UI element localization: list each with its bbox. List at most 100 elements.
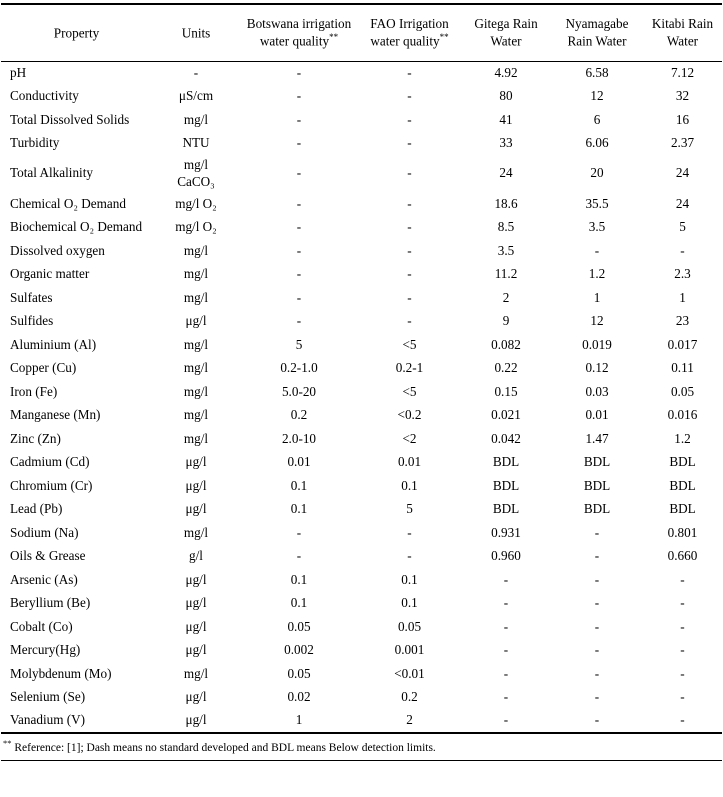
gitega-value-cell: BDL <box>492 477 520 493</box>
header-gitega: Gitega Rain Water <box>461 4 551 62</box>
gitega-value-cell: - <box>503 595 509 610</box>
fao-value-cell: - <box>407 88 412 103</box>
property-cell: Mercury(Hg) <box>10 642 81 657</box>
units-cell: mg/l <box>183 336 209 352</box>
units-cell: μS/cm <box>178 88 214 103</box>
property-cell: Oils & Grease <box>10 548 86 563</box>
table-row: pH - - - 4.92 6.58 7.12 <box>1 61 722 85</box>
botswana-value-cell: - <box>296 266 302 281</box>
header-label: Property <box>53 25 100 41</box>
property-cell: Biochemical O₂ Demand <box>10 219 143 234</box>
water-quality-table: Property Units Botswana irrigation water… <box>1 3 722 734</box>
fao-value-cell: - <box>407 135 412 150</box>
fao-value-cell: 5 <box>406 501 413 516</box>
header-label: Units <box>181 25 211 41</box>
table-row: Zinc (Zn) mg/l 2.0-10 <2 0.042 1.47 1.2 <box>1 427 722 451</box>
kitabi-value-cell: - <box>680 689 685 704</box>
header-label: Gitega Rain Water <box>474 15 538 49</box>
property-cell: Sulfates <box>10 289 53 305</box>
nyamagabe-value-cell: - <box>594 665 600 681</box>
botswana-value-cell: 0.02 <box>287 689 311 704</box>
gitega-value-cell: 0.931 <box>491 524 521 540</box>
botswana-value-cell: - <box>296 219 302 234</box>
gitega-value-cell: 0.082 <box>491 336 521 352</box>
botswana-value-cell: - <box>296 135 302 150</box>
botswana-value-cell: - <box>296 88 302 103</box>
nyamagabe-value-cell: 6.58 <box>585 64 609 80</box>
botswana-value-cell: 0.1 <box>290 571 308 587</box>
botswana-value-cell: - <box>296 111 302 127</box>
gitega-value-cell: 0.22 <box>494 360 518 375</box>
kitabi-value-cell: BDL <box>669 454 696 469</box>
fao-value-cell: 0.2 <box>401 689 418 704</box>
units-cell: mg/l O₂ <box>175 195 217 211</box>
kitabi-value-cell: 23 <box>675 313 690 328</box>
property-cell: pH <box>10 64 27 80</box>
gitega-value-cell: - <box>461 709 551 734</box>
kitabi-value-cell: 0.017 <box>667 336 698 352</box>
botswana-value-cell: - <box>296 548 302 563</box>
footnote-text: Reference: [1]; Dash means no standard d… <box>11 741 436 754</box>
kitabi-value-cell: 32 <box>675 88 690 103</box>
fao-value-cell: - <box>407 219 412 234</box>
nyamagabe-value-cell: - <box>594 689 600 704</box>
units-cell: μg/l <box>185 454 207 469</box>
botswana-value-cell: - <box>296 64 302 80</box>
property-cell: Chromium (Cr) <box>10 477 93 493</box>
fao-value-cell: 0.1 <box>401 477 418 493</box>
table-row: Oils & Grease g/l - - 0.960 - 0.660 <box>1 545 722 569</box>
property-cell: Turbidity <box>10 135 60 150</box>
table-row: Cadmium (Cd) μg/l 0.01 0.01 BDL BDL BDL <box>1 451 722 475</box>
property-cell: Sulfides <box>10 313 54 328</box>
units-cell: μg/l <box>185 313 207 328</box>
units-cell: mg/l <box>183 111 209 127</box>
botswana-value-cell: 0.2-1.0 <box>280 360 318 375</box>
kitabi-value-cell: 1.2 <box>674 430 691 446</box>
botswana-value-cell: 0.01 <box>287 454 311 469</box>
units-cell: mg/l <box>183 407 209 422</box>
units-cell: g/l <box>189 548 203 563</box>
botswana-value-cell: - <box>296 165 302 181</box>
kitabi-value-cell: - <box>643 709 722 734</box>
botswana-value-cell: 5.0-20 <box>281 383 317 399</box>
property-cell: Chemical O₂ Demand <box>10 195 126 211</box>
fao-value-cell: 0.001 <box>394 642 425 657</box>
botswana-value-cell: 0.1 <box>290 595 308 610</box>
gitega-value-cell: - <box>503 618 509 634</box>
fao-value-cell: 2 <box>358 709 461 734</box>
kitabi-value-cell: BDL <box>669 501 696 516</box>
botswana-value-cell: 0.05 <box>287 665 311 681</box>
header-fao: FAO Irrigation water quality** <box>358 4 461 62</box>
property-cell: Dissolved oxygen <box>10 242 105 258</box>
gitega-value-cell: 41 <box>499 111 513 127</box>
nyamagabe-value-cell: 12 <box>590 88 604 103</box>
units-cell: μg/l <box>152 709 240 734</box>
units-cell: μg/l <box>185 618 207 634</box>
property-cell: Manganese (Mn) <box>10 407 101 422</box>
nyamagabe-value-cell: 12 <box>590 313 604 328</box>
kitabi-value-cell: 0.11 <box>671 360 694 375</box>
nyamagabe-value-cell: 0.03 <box>585 383 609 399</box>
units-cell: mg/l <box>183 289 209 305</box>
units-cell: mg/l <box>183 360 209 375</box>
nyamagabe-value-cell: 6.06 <box>585 135 609 150</box>
header-units: Units <box>152 4 240 62</box>
property-cell: Selenium (Se) <box>10 689 86 704</box>
fao-value-cell: 0.2-1 <box>395 360 424 375</box>
nyamagabe-value-cell: - <box>594 548 600 563</box>
table-row: Turbidity NTU - - 33 6.06 2.37 <box>1 132 722 156</box>
units-cell: mg/l <box>183 242 209 258</box>
property-cell: Arsenic (As) <box>10 571 78 587</box>
fao-value-cell: - <box>407 548 412 563</box>
header-nyamagabe: Nyamagabe Rain Water <box>551 4 643 62</box>
gitega-value-cell: 0.15 <box>494 383 518 399</box>
botswana-value-cell: 0.002 <box>284 642 314 657</box>
gitega-value-cell: 33 <box>499 135 513 150</box>
table-row: Total Alkalinity mg/l CaCO₃ - - 24 20 24 <box>1 155 722 192</box>
botswana-value-cell: 2.0-10 <box>281 430 317 446</box>
fao-value-cell: <5 <box>402 336 417 352</box>
table-row: Chemical O₂ Demand mg/l O₂ - - 18.6 35.5… <box>1 192 722 216</box>
nyamagabe-value-cell: 0.12 <box>585 360 609 375</box>
nyamagabe-value-cell: - <box>594 595 600 610</box>
footnote-sup: ** <box>3 737 12 748</box>
